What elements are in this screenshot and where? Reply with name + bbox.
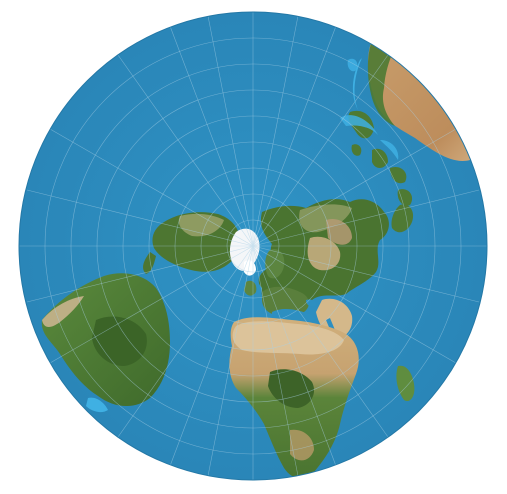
australia-shelf [352,58,362,110]
australia-green-coast [367,36,398,126]
antarctica-fragment [86,397,108,413]
congo-rainforest [268,369,315,408]
andes-desert [42,296,84,327]
sahara-desert [232,321,344,355]
central-asia-desert [307,236,341,271]
kalahari [290,429,314,461]
central-america [143,252,156,274]
canada-tundra [178,213,224,237]
meridian-grid [19,12,487,480]
siberia-tundra [299,204,352,233]
greenland-ice [229,228,260,271]
map-rim [18,11,488,481]
amazon-basin [92,316,147,366]
himalaya-highlands [326,218,352,245]
black-sea [306,299,317,307]
scandinavia [265,248,285,279]
